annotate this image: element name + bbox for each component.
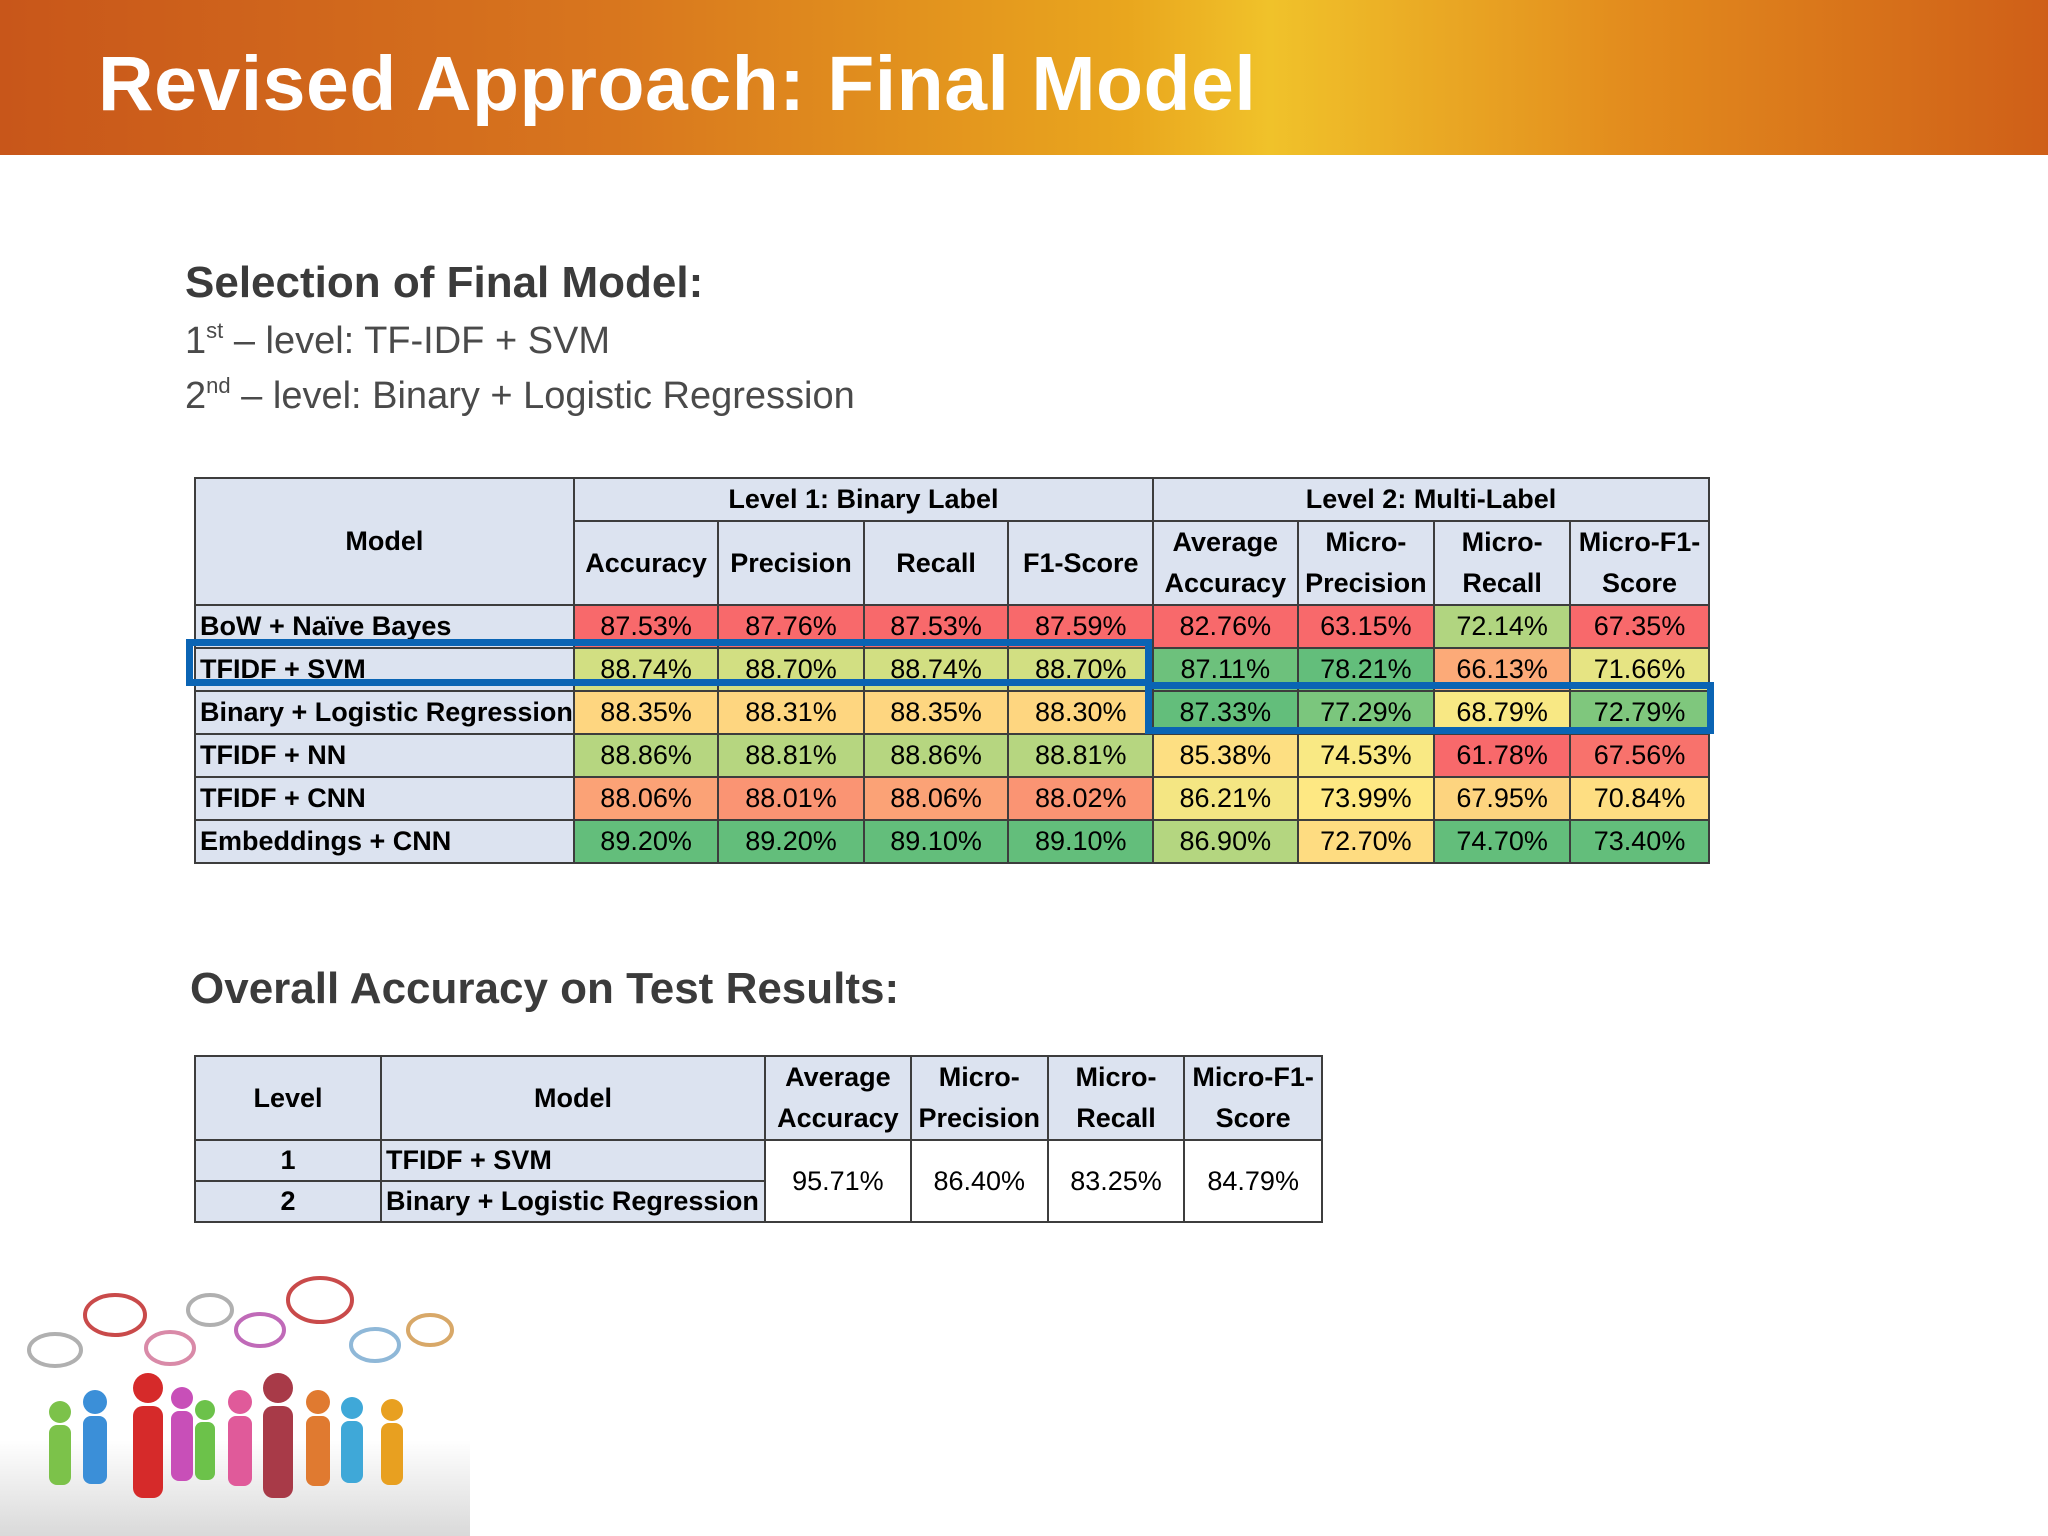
- metric-value-cell: 87.11%: [1152, 647, 1299, 692]
- header-micro-recall: Micro- Recall: [1433, 520, 1572, 606]
- table-row: Binary + Logistic Regression 88.35% 88.31%…: [194, 690, 1710, 735]
- table-row: TFIDF + NN 88.86% 88.81% 88.86% 88.81% 85.38%…: [194, 733, 1710, 778]
- test-results-table: Level Model Average Accuracy Micro- Precis…: [193, 1055, 1323, 1223]
- test-header-model: Model: [380, 1055, 766, 1141]
- metric-value-cell: 88.86%: [862, 733, 1010, 778]
- metric-value-cell: 88.06%: [572, 776, 720, 821]
- title-banner: Revised Approach: Final Model: [0, 0, 2048, 155]
- metric-value-cell: 87.53%: [572, 604, 720, 649]
- test-micro-precision-value: 86.40%: [909, 1139, 1049, 1223]
- header-micro-precision: Micro- Precision: [1296, 520, 1436, 606]
- metric-value-cell: 61.78%: [1433, 733, 1572, 778]
- metric-value-cell: 67.35%: [1569, 604, 1710, 649]
- metric-value-cell: 88.35%: [572, 690, 720, 735]
- metric-value-cell: 88.81%: [717, 733, 865, 778]
- metric-value-cell: 88.02%: [1007, 776, 1155, 821]
- selection-line-2: 2nd – level: Binary + Logistic Regressio…: [185, 373, 855, 417]
- test-header-micro-precision: Micro- Precision: [909, 1055, 1049, 1141]
- test-level-cell: 2: [193, 1180, 383, 1223]
- model-name-cell: Embeddings + CNN: [194, 819, 575, 864]
- test-header-average-accuracy: Average Accuracy: [764, 1055, 912, 1141]
- metric-value-cell: 87.76%: [717, 604, 865, 649]
- test-results-heading: Overall Accuracy on Test Results:: [190, 964, 900, 1013]
- metric-value-cell: 88.70%: [717, 647, 865, 692]
- header-f1-score: F1-Score: [1007, 520, 1155, 606]
- metric-value-cell: 88.35%: [862, 690, 1010, 735]
- metric-value-cell: 67.95%: [1433, 776, 1572, 821]
- metric-value-cell: 73.40%: [1569, 819, 1710, 864]
- metric-value-cell: 74.53%: [1296, 733, 1436, 778]
- header-model: Model: [194, 477, 575, 606]
- metric-value-cell: 88.74%: [862, 647, 1010, 692]
- slide-title: Revised Approach: Final Model: [98, 41, 1257, 127]
- metric-value-cell: 89.20%: [572, 819, 720, 864]
- table-row: TFIDF + CNN 88.06% 88.01% 88.06% 88.02% 86.21…: [194, 776, 1710, 821]
- metric-value-cell: 88.06%: [862, 776, 1010, 821]
- metric-value-cell: 88.70%: [1007, 647, 1155, 692]
- test-average-accuracy-value: 95.71%: [764, 1139, 912, 1223]
- test-model-cell: TFIDF + SVM: [380, 1139, 766, 1182]
- metric-value-cell: 72.70%: [1296, 819, 1436, 864]
- metric-value-cell: 70.84%: [1569, 776, 1710, 821]
- model-comparison-table: Model Level 1: Binary Label Level 2: Mul…: [194, 477, 1710, 864]
- metric-value-cell: 66.13%: [1433, 647, 1572, 692]
- model-name-cell: TFIDF + CNN: [194, 776, 575, 821]
- table-row: Embeddings + CNN 89.20% 89.20% 89.10% 89.10%…: [194, 819, 1710, 864]
- metric-value-cell: 73.99%: [1296, 776, 1436, 821]
- test-header-micro-f1-score: Micro-F1- Score: [1183, 1055, 1323, 1141]
- metric-value-cell: 74.70%: [1433, 819, 1572, 864]
- test-micro-recall-value: 83.25%: [1046, 1139, 1186, 1223]
- header-recall: Recall: [862, 520, 1010, 606]
- model-name-cell: Binary + Logistic Regression: [194, 690, 575, 735]
- header-group-level1: Level 1: Binary Label: [572, 477, 1155, 522]
- metric-value-cell: 78.21%: [1296, 647, 1436, 692]
- header-average-accuracy: Average Accuracy: [1152, 520, 1299, 606]
- table-row: BoW + Naïve Bayes 87.53% 87.76% 87.53% 87.59…: [194, 604, 1710, 649]
- test-header-micro-recall: Micro- Recall: [1046, 1055, 1186, 1141]
- metric-value-cell: 88.74%: [572, 647, 720, 692]
- metric-value-cell: 87.33%: [1152, 690, 1299, 735]
- metric-value-cell: 82.76%: [1152, 604, 1299, 649]
- metric-value-cell: 89.10%: [1007, 819, 1155, 864]
- metric-value-cell: 86.21%: [1152, 776, 1299, 821]
- metric-value-cell: 85.38%: [1152, 733, 1299, 778]
- metric-value-cell: 68.79%: [1433, 690, 1572, 735]
- header-precision: Precision: [717, 520, 865, 606]
- metric-value-cell: 67.56%: [1569, 733, 1710, 778]
- header-accuracy: Accuracy: [572, 520, 720, 606]
- table-row: 2 Binary + Logistic Regression: [193, 1180, 1322, 1223]
- table-row: TFIDF + SVM 88.74% 88.70% 88.74% 88.70% 87.11…: [194, 647, 1710, 692]
- metric-value-cell: 87.59%: [1007, 604, 1155, 649]
- header-micro-f1-score: Micro-F1- Score: [1569, 520, 1710, 606]
- metric-value-cell: 89.20%: [717, 819, 865, 864]
- test-level-cell: 1: [193, 1139, 383, 1182]
- model-name-cell: TFIDF + SVM: [194, 647, 575, 692]
- metric-value-cell: 72.79%: [1569, 690, 1710, 735]
- metric-value-cell: 72.14%: [1433, 604, 1572, 649]
- model-name-cell: BoW + Naïve Bayes: [194, 604, 575, 649]
- metric-value-cell: 88.31%: [717, 690, 865, 735]
- metric-value-cell: 88.30%: [1007, 690, 1155, 735]
- metric-value-cell: 88.86%: [572, 733, 720, 778]
- test-model-cell: Binary + Logistic Regression: [380, 1180, 766, 1223]
- header-group-level2: Level 2: Multi-Label: [1152, 477, 1710, 522]
- selection-heading: Selection of Final Model:: [185, 258, 704, 307]
- test-micro-f1-value: 84.79%: [1183, 1139, 1323, 1223]
- people-speech-bubbles-illustration: [0, 1276, 470, 1536]
- metric-value-cell: 86.90%: [1152, 819, 1299, 864]
- metric-value-cell: 63.15%: [1296, 604, 1436, 649]
- metric-value-cell: 87.53%: [862, 604, 1010, 649]
- metric-value-cell: 77.29%: [1296, 690, 1436, 735]
- test-header-level: Level: [193, 1055, 383, 1141]
- selection-line-1: 1st – level: TF-IDF + SVM: [185, 318, 611, 362]
- table-row: 1 TFIDF + SVM 95.71% 86.40% 83.25% 84.79…: [193, 1139, 1323, 1223]
- metric-value-cell: 88.81%: [1007, 733, 1155, 778]
- model-name-cell: TFIDF + NN: [194, 733, 575, 778]
- metric-value-cell: 89.10%: [862, 819, 1010, 864]
- metric-value-cell: 88.01%: [717, 776, 865, 821]
- metric-value-cell: 71.66%: [1569, 647, 1710, 692]
